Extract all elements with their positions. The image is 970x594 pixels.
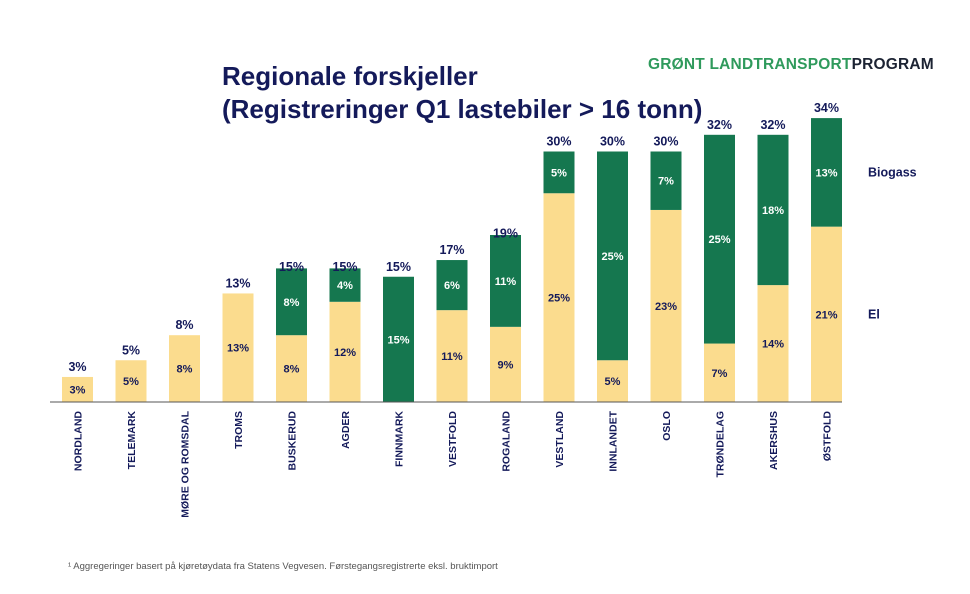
bar-biogass-10 xyxy=(597,151,628,361)
category-label-5: AGDER xyxy=(340,411,352,449)
bar-el-0 xyxy=(62,376,93,402)
category-label-10: INNLANDET xyxy=(608,410,620,471)
category-label-8: ROGALAND xyxy=(501,411,513,472)
label-el-9: 25% xyxy=(548,293,570,305)
total-label-10: 30% xyxy=(600,135,625,149)
label-el-0: 3% xyxy=(70,384,86,396)
brand-part-3: PROGRAM xyxy=(851,56,934,73)
label-el-3: 13% xyxy=(227,343,249,355)
bar-el-1 xyxy=(115,360,147,402)
chart-title: Regionale forskjeller (Registreringer Q1… xyxy=(222,61,703,124)
total-label-8: 19% xyxy=(493,226,518,240)
total-label-2: 8% xyxy=(175,318,193,332)
bar-el-2 xyxy=(169,335,200,402)
total-label-6: 15% xyxy=(386,260,411,274)
category-label-1: TELEMARK xyxy=(126,411,138,470)
label-biogass-8: 11% xyxy=(495,276,517,288)
category-label-4: BUSKERUD xyxy=(287,411,299,471)
total-label-14: 34% xyxy=(814,101,839,115)
category-label-2: MØRE OG ROMSDAL xyxy=(180,410,192,517)
label-el-14: 21% xyxy=(815,309,837,321)
total-label-1: 5% xyxy=(122,343,140,357)
bar-el-7 xyxy=(436,310,468,402)
label-biogass-10: 25% xyxy=(601,251,623,263)
total-label-11: 30% xyxy=(653,135,678,149)
total-label-13: 32% xyxy=(760,118,785,132)
category-label-6: FINNMARK xyxy=(394,411,406,467)
bar-el-3 xyxy=(222,293,254,402)
total-label-12: 32% xyxy=(707,118,732,132)
bar-el-4 xyxy=(276,335,307,402)
category-label-3: TROMS xyxy=(233,411,245,449)
bar-el-9 xyxy=(543,193,575,402)
bar-biogass-9 xyxy=(543,151,575,194)
bar-el-12 xyxy=(704,343,735,402)
category-label-7: VESTFOLD xyxy=(447,411,459,467)
total-label-3: 13% xyxy=(225,276,250,290)
brand-part-1: GRØNT xyxy=(648,56,710,73)
label-el-13: 14% xyxy=(762,339,784,351)
total-label-9: 30% xyxy=(546,135,571,149)
brand-part-2: LANDTRANSPORT xyxy=(709,56,852,73)
category-label-13: AKERSHUS xyxy=(768,411,780,470)
label-el-1: 5% xyxy=(123,376,139,388)
total-label-5: 15% xyxy=(332,260,357,274)
label-biogass-12: 25% xyxy=(708,234,730,246)
category-label-11: OSLO xyxy=(661,411,673,441)
label-biogass-14: 13% xyxy=(815,167,837,179)
total-label-0: 3% xyxy=(68,360,86,374)
label-biogass-11: 7% xyxy=(658,176,674,188)
total-label-7: 17% xyxy=(439,243,464,257)
bar-biogass-4 xyxy=(276,268,307,336)
bar-biogass-6 xyxy=(383,276,414,402)
bar-biogass-5 xyxy=(329,268,361,302)
label-el-12: 7% xyxy=(712,368,728,380)
bar-biogass-8 xyxy=(490,235,521,327)
brand-logo: GRØNT LANDTRANSPORTPROGRAM xyxy=(648,56,934,74)
label-el-10: 5% xyxy=(605,376,621,388)
label-biogass-7: 6% xyxy=(444,280,460,292)
bar-biogass-13 xyxy=(757,134,789,286)
bar-el-11 xyxy=(650,209,682,402)
category-label-14: ØSTFOLD xyxy=(822,411,834,462)
bar-biogass-12 xyxy=(704,134,735,344)
legend-el: El xyxy=(868,307,880,321)
label-el-4: 8% xyxy=(284,364,300,376)
bar-el-8 xyxy=(490,326,521,402)
label-el-5: 12% xyxy=(334,347,356,359)
label-el-2: 8% xyxy=(177,364,193,376)
label-el-11: 23% xyxy=(655,301,677,313)
label-biogass-5: 4% xyxy=(337,280,353,292)
bar-biogass-7 xyxy=(436,260,468,311)
bar-biogass-11 xyxy=(650,151,682,210)
label-biogass-13: 18% xyxy=(762,205,784,217)
total-label-4: 15% xyxy=(279,260,304,274)
bar-el-5 xyxy=(329,301,361,402)
bar-el-10 xyxy=(597,360,628,402)
category-label-0: NORDLAND xyxy=(73,411,85,471)
bar-el-14 xyxy=(811,226,842,402)
bar-biogass-14 xyxy=(811,118,842,227)
label-biogass-4: 8% xyxy=(284,297,300,309)
category-label-12: TRØNDELAG xyxy=(715,411,727,478)
label-biogass-9: 5% xyxy=(551,167,567,179)
label-biogass-6: 15% xyxy=(387,334,409,346)
footnote: ¹ Aggregeringer basert på kjøretøydata f… xyxy=(68,561,498,572)
label-el-7: 11% xyxy=(441,351,463,363)
legend-biogass: Biogass xyxy=(868,165,917,179)
category-label-9: VESTLAND xyxy=(554,411,566,468)
bar-el-13 xyxy=(757,285,789,402)
label-el-8: 9% xyxy=(498,359,514,371)
